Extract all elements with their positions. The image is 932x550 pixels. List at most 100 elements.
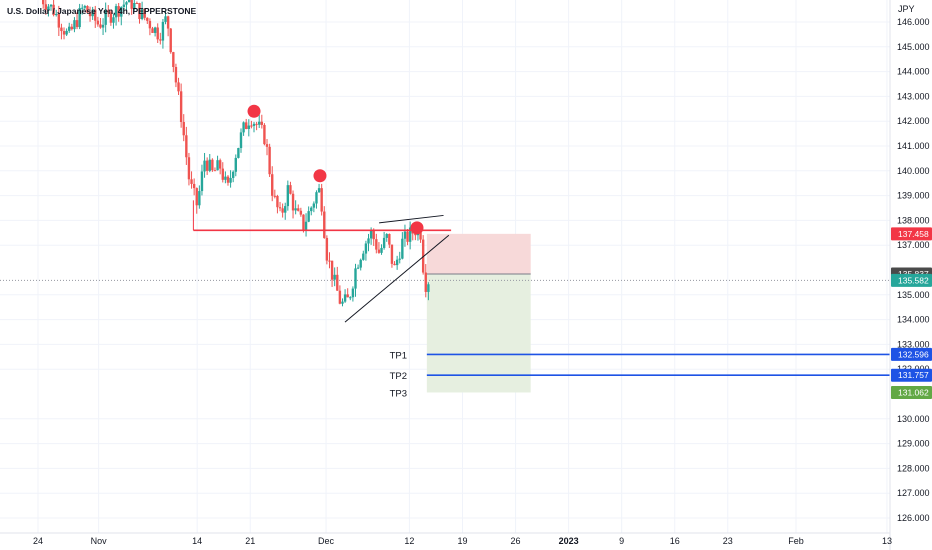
candle-up (310, 207, 313, 212)
candle-up (198, 191, 201, 206)
candle-up (343, 294, 347, 302)
candle-down (195, 188, 198, 206)
y-tick-label: 143.000 (897, 91, 930, 101)
candle-down (172, 52, 175, 67)
candle-up (140, 8, 144, 20)
candle-up (114, 6, 118, 18)
y-tick-label: 139.000 (897, 191, 930, 201)
candle-down (323, 211, 326, 238)
candle-down (268, 146, 271, 175)
candle-down (297, 208, 300, 211)
candle-up (369, 230, 373, 239)
candle-down (174, 66, 178, 83)
price-tag (891, 385, 932, 399)
candle-down (148, 20, 152, 29)
price-tag (891, 227, 932, 241)
candle-down (328, 260, 331, 262)
candle-up (112, 17, 115, 23)
candle-down (260, 121, 264, 125)
candle-down (151, 28, 154, 33)
time-axis[interactable]: 24 Nov 14 21 Dec 12 19 26 2023 9 16 23 Feb 13 (0, 532, 892, 546)
candle-down (320, 188, 323, 212)
candle-down (130, 0, 133, 9)
candle-down (75, 20, 79, 28)
candle-up (356, 267, 360, 269)
x-tick-label: 21 (245, 536, 255, 546)
candle-up (427, 284, 430, 292)
candle-down (185, 135, 188, 158)
candle-down (143, 8, 146, 18)
candle-down (336, 274, 339, 291)
x-tick-label: Feb (788, 536, 804, 546)
candle-up (258, 121, 261, 125)
candle-up (153, 27, 157, 33)
candle-up (224, 176, 227, 180)
candle-up (55, 14, 58, 16)
candle-down (109, 12, 113, 23)
candle-up (354, 268, 357, 289)
candle-down (421, 239, 425, 273)
candle-down (273, 195, 277, 197)
candle-down (60, 27, 63, 32)
candle-down (372, 230, 375, 240)
candle-up (317, 188, 321, 193)
price-axis[interactable]: 146.000 145.000 144.000 143.000 142.000 141.0… (889, 0, 932, 550)
candle-down (99, 24, 102, 28)
candle-down (213, 170, 217, 172)
candle-down (169, 28, 172, 53)
candle-down (62, 31, 66, 35)
y-tick-label: 138.000 (897, 215, 930, 225)
candle-up (65, 30, 68, 35)
currency-label: JPY (898, 4, 915, 14)
y-tick-label: 145.000 (897, 42, 930, 52)
candle-up (304, 221, 308, 230)
candle-down (393, 263, 396, 266)
take-profit-label: TP1 (390, 350, 407, 361)
swing-high-marker (247, 104, 261, 118)
candle-up (364, 243, 368, 254)
candle-up (229, 177, 232, 183)
swing-high-marker (410, 221, 424, 235)
chart-labels: TP1 TP2 TP3 (247, 104, 424, 399)
candle-down (218, 160, 222, 169)
candle-down (291, 193, 295, 211)
candle-up (68, 26, 71, 31)
stop-loss-zone (426, 233, 531, 275)
candle-up (133, 3, 136, 9)
candle-up (247, 125, 250, 129)
candle-down (278, 207, 282, 209)
candle-down (44, 4, 48, 10)
candle-down (302, 214, 305, 230)
candle-up (164, 16, 167, 22)
take-profit-label: TP2 (390, 371, 407, 382)
price-tag-label: 131.757 (898, 370, 929, 380)
chart-title: U.S. Dollar / Japanese Yen, 4h, PEPPERST… (7, 6, 196, 16)
x-tick-label: 9 (619, 536, 624, 546)
candle-down (265, 144, 269, 147)
candle-down (377, 249, 381, 253)
y-tick-label: 130.000 (897, 414, 930, 424)
drawing-lines (192, 200, 890, 377)
wedge-support-line (344, 234, 450, 323)
candle-up (333, 274, 336, 280)
price-tag-label: 135.582 (898, 275, 929, 285)
candle-down (211, 159, 214, 171)
candle-down (338, 290, 342, 304)
x-tick-label: 2023 (559, 536, 579, 546)
price-tag (891, 368, 932, 382)
candle-up (216, 160, 219, 171)
candle-down (52, 4, 55, 16)
candle-down (388, 234, 391, 245)
candle-down (107, 10, 110, 13)
candle-down (299, 210, 303, 215)
candle-up (127, 0, 131, 3)
candle-up (234, 157, 237, 172)
candle-up (47, 6, 50, 10)
candle-down (42, 0, 45, 5)
candle-up (231, 171, 235, 178)
candle-down (390, 244, 394, 264)
candle-down (182, 122, 185, 136)
wedge-resistance-line (379, 214, 444, 224)
candle-up (73, 20, 76, 30)
